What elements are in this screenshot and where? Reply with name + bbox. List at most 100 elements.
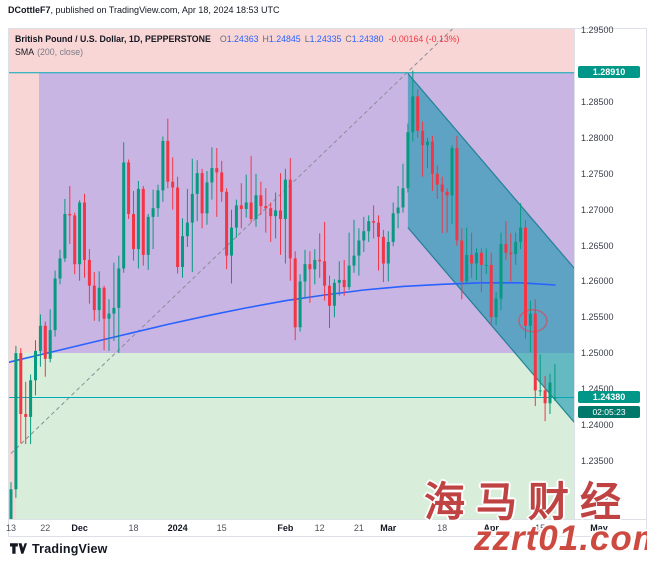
- time-tick: Dec: [71, 523, 88, 533]
- candle-body: [112, 307, 116, 314]
- candle-body: [156, 190, 160, 209]
- candle-body: [92, 285, 96, 311]
- bar-countdown-label: 02:05:23: [578, 405, 640, 418]
- time-tick: May: [590, 523, 608, 533]
- candle-body: [303, 264, 307, 282]
- level-price-label[interactable]: 1.28910: [578, 65, 640, 78]
- candle-body: [220, 172, 224, 192]
- attribution: DCottleF7, published on TradingView.com,…: [8, 5, 279, 15]
- low-value: 1.24335: [309, 34, 342, 44]
- candle-body: [34, 350, 37, 381]
- candle-body: [548, 382, 552, 404]
- indicator-name[interactable]: SMA: [15, 47, 35, 57]
- candle-body: [83, 202, 86, 260]
- candle-body: [68, 214, 72, 216]
- price-tick: 1.27000: [581, 204, 614, 215]
- candle-body: [416, 96, 420, 131]
- high-label: H: [262, 34, 269, 44]
- candle-body: [146, 216, 150, 255]
- candle-body: [9, 489, 13, 519]
- candle-body: [357, 240, 361, 256]
- candle-body: [465, 254, 469, 282]
- candle-body: [234, 205, 238, 228]
- time-tick: Apr: [483, 523, 499, 533]
- candle-body: [494, 298, 498, 318]
- time-tick: 2024: [167, 523, 188, 533]
- candle-body: [141, 188, 145, 255]
- tradingview-logo-icon: [10, 543, 27, 554]
- close-value: 1.24380: [351, 34, 384, 44]
- candle-body: [396, 207, 400, 214]
- candle-body: [421, 130, 425, 146]
- candle-body: [328, 285, 331, 306]
- candle-body: [58, 258, 62, 279]
- price-tick: 1.24500: [581, 383, 614, 394]
- time-tick: 21: [353, 523, 364, 533]
- parallel-channel[interactable]: [407, 73, 574, 429]
- channel-upper-edge[interactable]: [407, 73, 574, 275]
- time-tick: 12: [314, 523, 325, 533]
- price-tick: 1.26000: [581, 276, 614, 287]
- candle-body: [509, 252, 513, 255]
- open-value: 1.24363: [226, 34, 259, 44]
- candle-body: [484, 264, 488, 266]
- candle-body: [122, 162, 126, 269]
- candle-body: [127, 162, 131, 214]
- indicator-params: (200, close): [37, 47, 84, 57]
- price-axis[interactable]: 1.29500 1.28500 1.28000 1.27500 1.27000 1.265…: [574, 25, 646, 519]
- candle-body: [308, 264, 312, 270]
- time-tick: 13: [5, 523, 16, 533]
- price-tick: 1.25500: [581, 312, 614, 323]
- candle-body: [293, 258, 297, 328]
- candle-body: [195, 173, 199, 194]
- candle-body: [132, 214, 135, 250]
- highlight-ellipse[interactable]: [518, 309, 548, 333]
- watermark-cjk: 海马财经: [424, 479, 632, 525]
- price-tick: 1.23500: [581, 455, 614, 466]
- lower-green-zone: [16, 353, 574, 519]
- open-label: O: [219, 34, 227, 44]
- symbol-description[interactable]: British Pound / U.S. Dollar, 1D, PEPPERS…: [15, 34, 211, 44]
- candle-body: [337, 279, 341, 283]
- price-tick: 1.27500: [581, 168, 614, 179]
- candle-body: [298, 281, 302, 328]
- time-tick: Feb: [277, 523, 294, 533]
- candle-body: [401, 188, 405, 208]
- candle-body: [435, 173, 439, 185]
- time-tick: 15: [535, 523, 546, 533]
- legend-indicator-row: SMA (200, close): [15, 46, 459, 59]
- chart-frame: British Pound / U.S. Dollar, 1D, PEPPERS…: [6, 25, 647, 537]
- candle-body: [313, 259, 317, 270]
- candle-body: [406, 132, 410, 189]
- candle-body: [239, 205, 243, 209]
- candle-body: [323, 261, 327, 286]
- price-chart-canvas[interactable]: [9, 29, 574, 519]
- price-tick: 1.25000: [581, 348, 614, 359]
- price-tick: 1.28500: [581, 97, 614, 108]
- candle-body: [48, 330, 52, 359]
- candle-body: [528, 313, 532, 326]
- candle-body: [151, 208, 155, 217]
- pink-left-sliver: [9, 353, 16, 519]
- time-axis[interactable]: 13 22 Dec 18 2024 15 Feb 12 21 Mar 18 Apr 15 May: [6, 519, 646, 536]
- candle-body: [269, 208, 273, 217]
- candle-body: [470, 254, 474, 264]
- current-price-label[interactable]: 1.24380: [578, 390, 640, 403]
- candle-body: [499, 244, 503, 299]
- candle-body: [475, 252, 478, 264]
- attribution-text: , published on TradingView.com, Apr 18, …: [50, 5, 280, 15]
- candle-body: [171, 181, 175, 188]
- candle-body: [450, 148, 454, 196]
- candle-body: [283, 179, 287, 219]
- candle-body: [279, 210, 282, 219]
- watermark-site: zzrt01.com: [474, 519, 647, 558]
- candle-body: [73, 215, 77, 265]
- legend-symbol-row: British Pound / U.S. Dollar, 1D, PEPPERS…: [15, 33, 459, 46]
- candle-body: [455, 148, 459, 241]
- dashed-trendline[interactable]: [10, 29, 457, 454]
- low-label: L: [304, 34, 310, 44]
- tradingview-footer-link[interactable]: TradingView: [10, 541, 108, 556]
- candle-body: [63, 214, 67, 259]
- candle-body: [264, 206, 268, 209]
